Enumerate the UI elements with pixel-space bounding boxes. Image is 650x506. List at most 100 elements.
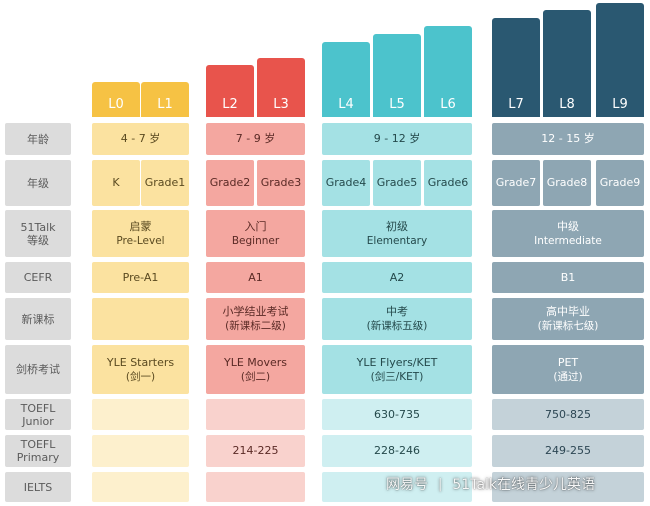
watermark: 网易号 | 51Talk在线青少儿英语 xyxy=(386,474,595,494)
watermark-account: 51Talk在线青少儿英语 xyxy=(452,477,596,493)
cell-grade-l2: Grade2 xyxy=(206,160,254,206)
cell-ielts-l2 xyxy=(206,472,305,502)
cell-text-line: YLE Starters xyxy=(106,355,175,369)
cell-age-l7: 12 - 15 岁 xyxy=(492,123,644,155)
cell-text-line: 启蒙 xyxy=(129,219,152,233)
cell-text-line: 高中毕业 xyxy=(546,305,590,318)
cell-text-line: YLE Flyers/KET xyxy=(356,355,438,369)
cell-curriculum-l2: 小学结业考试 (新课标二级) xyxy=(206,298,305,340)
cell-text-line: Grade8 xyxy=(546,176,588,189)
row-label-line: 年级 xyxy=(27,176,49,190)
cell-cefr-l7: B1 xyxy=(492,262,644,293)
cell-grade-l6: Grade6 xyxy=(424,160,472,206)
row-label-grade: 年级 xyxy=(5,160,71,206)
row-label-toefl-junior: TOEFL Junior xyxy=(5,399,71,430)
cell-text-line: 小学结业考试 xyxy=(222,305,289,318)
cell-text-line: K xyxy=(112,176,120,189)
cell-text-line: 9 - 12 岁 xyxy=(373,132,421,145)
row-label-level: 51Talk 等级 xyxy=(5,210,71,257)
row-label-cefr: CEFR xyxy=(5,262,71,293)
cell-toefl-junior-l7: 750-825 xyxy=(492,399,644,430)
level-bar-label: L0 xyxy=(108,97,124,112)
level-bar-l6: L6 xyxy=(424,26,472,117)
cell-grade-l4: Grade4 xyxy=(322,160,370,206)
level-bar-label: L7 xyxy=(508,97,524,112)
cell-level-l2: 入门 Beginner xyxy=(206,210,305,257)
cell-text-line: Grade9 xyxy=(599,176,641,189)
level-bar-l7: L7 xyxy=(492,18,540,117)
level-bar-l2: L2 xyxy=(206,65,254,117)
cell-grade-l3: Grade3 xyxy=(257,160,305,206)
cell-cambridge-l7: PET (通过) xyxy=(492,345,644,394)
cell-text-line: 214-225 xyxy=(232,444,279,457)
level-bar-l5: L5 xyxy=(373,34,421,117)
cell-text-line: Intermediate xyxy=(534,234,602,247)
row-label-curriculum: 新课标 xyxy=(5,298,71,340)
cell-toefl-junior-l4: 630-735 xyxy=(322,399,472,430)
cell-text-line: YLE Movers xyxy=(223,355,288,369)
row-label-age: 年龄 xyxy=(5,123,71,155)
cell-text-line: 4 - 7 岁 xyxy=(120,132,161,145)
cell-text-line: (剑二) xyxy=(240,370,271,383)
cell-text-line: Elementary xyxy=(366,234,428,247)
cell-toefl-primary-l2: 214-225 xyxy=(206,435,305,467)
row-label-line: 等级 xyxy=(27,233,49,247)
level-bar-l0: L0 xyxy=(92,82,140,117)
cell-text-line: 249-255 xyxy=(545,444,591,457)
level-bar-l4: L4 xyxy=(322,42,370,117)
level-bar-label: L3 xyxy=(273,97,289,112)
cell-text-line: B1 xyxy=(560,270,576,284)
cell-text-line: 228-246 xyxy=(374,444,420,457)
cell-cambridge-l0: YLE Starters (剑一) xyxy=(92,345,189,394)
row-label-toefl-primary: TOEFL Primary xyxy=(5,435,71,467)
cell-cefr-l4: A2 xyxy=(322,262,472,293)
cell-age-l4: 9 - 12 岁 xyxy=(322,123,472,155)
cell-toefl-junior-l2 xyxy=(206,399,305,430)
watermark-brand: 网易号 xyxy=(386,477,428,493)
cell-level-l4: 初级 Elementary xyxy=(322,210,472,257)
cell-grade-l9: Grade9 xyxy=(596,160,644,206)
cell-grade-l1: Grade1 xyxy=(141,160,189,206)
row-label-line: 新课标 xyxy=(21,312,55,326)
cell-ielts-l4 xyxy=(322,472,472,502)
row-label-line: IELTS xyxy=(23,480,53,494)
cell-text-line: 入门 xyxy=(244,219,267,233)
cell-text-line: 750-825 xyxy=(545,407,591,421)
cell-text-line: Pre-A1 xyxy=(122,270,159,284)
level-bar-label: L4 xyxy=(338,97,354,112)
cell-cambridge-l4: YLE Flyers/KET (剑三/KET) xyxy=(322,345,472,394)
row-label-line: 51Talk xyxy=(20,220,56,234)
cell-toefl-junior-l0 xyxy=(92,399,189,430)
cell-text-line: (新课标七级) xyxy=(537,320,599,332)
watermark-separator: | xyxy=(438,476,443,492)
cell-text-line: (新课标二级) xyxy=(225,320,286,332)
cell-age-l0: 4 - 7 岁 xyxy=(92,123,189,155)
row-label-cambridge: 剑桥考试 xyxy=(5,345,71,394)
cell-toefl-primary-l0 xyxy=(92,435,189,467)
cell-grade-l7: Grade7 xyxy=(492,160,540,206)
cell-curriculum-l4: 中考 (新课标五级) xyxy=(322,298,472,340)
cell-text-line: Grade5 xyxy=(376,176,418,189)
cell-text-line: 12 - 15 岁 xyxy=(541,132,595,145)
level-bar-label: L5 xyxy=(389,97,405,112)
cell-age-l2: 7 - 9 岁 xyxy=(206,123,305,155)
cell-text-line: A1 xyxy=(248,270,263,284)
cell-curriculum-l0 xyxy=(92,298,189,340)
cell-grade-l5: Grade5 xyxy=(373,160,421,206)
cell-text-line: Grade6 xyxy=(427,176,469,189)
cell-text-line: A2 xyxy=(389,270,405,284)
cell-text-line: (通过) xyxy=(553,370,583,383)
cell-level-l0: 启蒙 Pre-Level xyxy=(92,210,189,257)
cell-text-line: 630-735 xyxy=(374,407,420,421)
row-label-line: Primary xyxy=(16,451,60,464)
cell-cefr-l2: A1 xyxy=(206,262,305,293)
level-bar-label: L9 xyxy=(612,97,628,112)
cell-text-line: 中考 xyxy=(386,305,408,318)
cell-level-l7: 中级 Intermediate xyxy=(492,210,644,257)
cell-text-line: Beginner xyxy=(231,234,280,247)
row-label-line: CEFR xyxy=(23,271,53,284)
cell-text-line: Grade7 xyxy=(495,176,537,189)
cell-text-line: (剑一) xyxy=(125,370,156,383)
row-label-line: Junior xyxy=(22,414,54,428)
